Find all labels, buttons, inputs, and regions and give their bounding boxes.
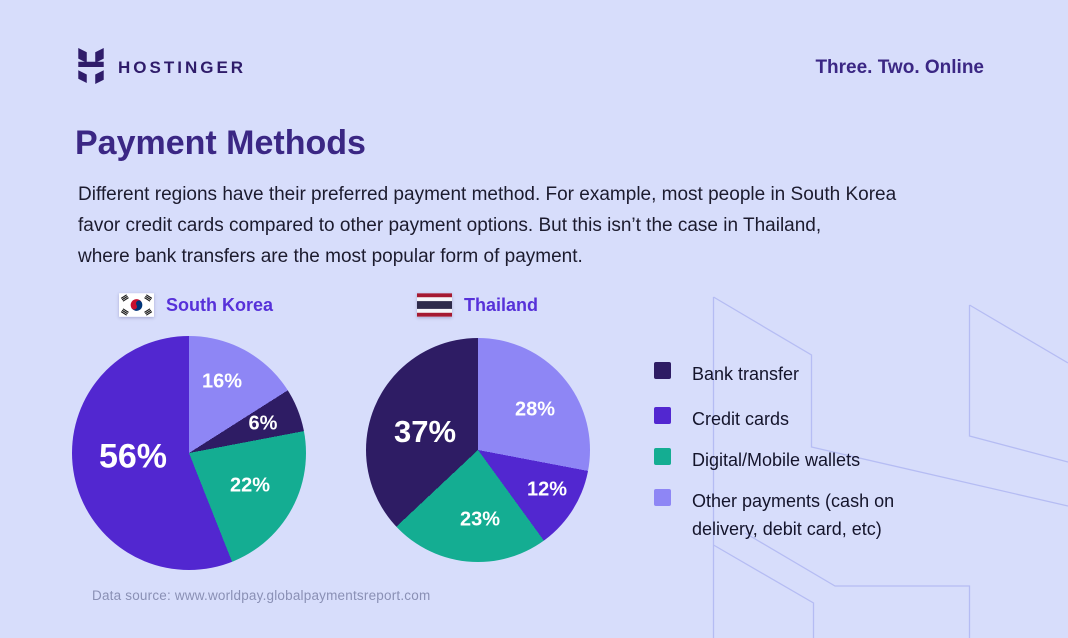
legend-swatch-credit-cards: [654, 407, 671, 424]
description: Different regions have their preferred p…: [78, 179, 896, 272]
legend-label: Digital/Mobile wallets: [692, 450, 861, 470]
description-line: favor credit cards compared to other pay…: [78, 215, 822, 236]
pie-slice-label: 16%: [201, 370, 243, 393]
south-korea-pie-chart: 56% 16% 6% 22%: [72, 336, 306, 570]
south-korea-label: South Korea: [166, 294, 274, 315]
pie-slice-label: 12%: [526, 478, 568, 501]
pie-slice-label: 37%: [393, 414, 457, 449]
thailand-chart-header: Thailand: [417, 293, 538, 317]
south-korea-flag-icon: [119, 293, 154, 317]
pie-slice-label: 23%: [459, 508, 501, 531]
legend-item-other-payments: Other payments (cash on delivery, debit …: [654, 487, 942, 543]
legend-item-digital-wallets: Digital/Mobile wallets: [654, 446, 860, 474]
pie-slice-label: 6%: [248, 412, 278, 435]
thailand-label: Thailand: [464, 294, 539, 315]
legend-swatch-bank-transfer: [654, 362, 671, 379]
brand-tagline: Three. Two. Online: [815, 57, 984, 78]
legend-item-bank-transfer: Bank transfer: [654, 360, 799, 388]
description-line: Different regions have their preferred p…: [78, 184, 897, 205]
pie-slice-label: 56%: [98, 437, 168, 476]
legend-label: Credit cards: [692, 409, 790, 429]
thailand-flag-icon: [417, 293, 452, 317]
pie-slice-label: 22%: [229, 474, 271, 497]
legend-label: Other payments (cash on delivery, debit …: [692, 491, 895, 539]
legend-swatch-other-payments: [654, 489, 671, 506]
thailand-pie-chart: 37% 28% 12% 23%: [366, 338, 590, 562]
hostinger-logo-icon: [78, 48, 104, 84]
legend-swatch-digital-wallets: [654, 448, 671, 465]
brand-name: HOSTINGER: [118, 58, 247, 77]
data-source: Data source: www.worldpay.globalpayments…: [92, 588, 431, 603]
south-korea-chart-header: South Korea: [119, 293, 273, 317]
page-title: Payment Methods: [75, 124, 366, 162]
description-line: where bank transfers are the most popula…: [78, 246, 583, 267]
legend-item-credit-cards: Credit cards: [654, 405, 789, 433]
pie-slice-label: 28%: [514, 398, 556, 421]
legend-label: Bank transfer: [692, 364, 800, 384]
